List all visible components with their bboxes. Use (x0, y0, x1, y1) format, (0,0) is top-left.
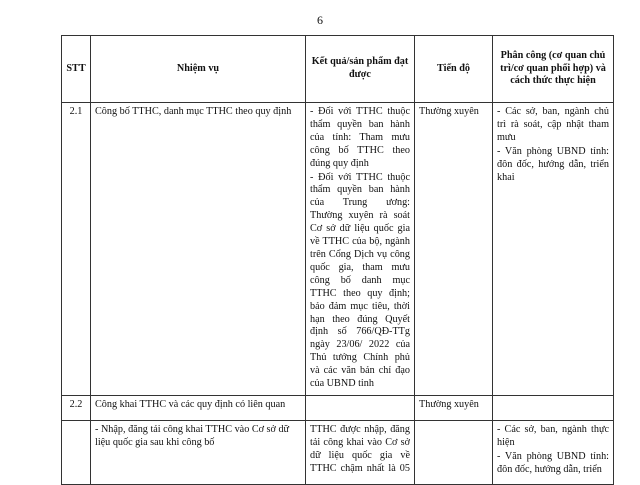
assignment-line: - Các sở, ban, ngành chủ trì rà soát, cậ… (497, 106, 609, 143)
page-number: 6 (317, 13, 323, 27)
cell-progress: Thường xuyên (414, 102, 493, 396)
table-row: 2.2 Công khai TTHC và các quy định có li… (61, 394, 614, 421)
header-progress: Tiến độ (414, 35, 493, 103)
cell-progress (414, 419, 493, 485)
task-table: STT Nhiệm vụ Kết quả/sản phẩm đạt được T… (61, 35, 614, 485)
table-header-row: STT Nhiệm vụ Kết quả/sản phẩm đạt được T… (61, 35, 614, 103)
cell-assignment: - Các sở, ban, ngành thực hiện - Văn phò… (492, 419, 614, 485)
cell-task: Công khai TTHC và các quy định có liên q… (90, 394, 306, 421)
table-row: - Nhập, đăng tải công khai TTHC vào Cơ s… (61, 419, 614, 485)
cell-task: Công bố TTHC, danh mục TTHC theo quy địn… (90, 102, 306, 396)
cell-stt: 2.2 (61, 394, 91, 421)
result-line: - Đối với TTHC thuộc thẩm quyền ban hành… (310, 106, 410, 169)
result-line: - Đối với TTHC thuộc thẩm quyền ban hành… (310, 171, 410, 390)
cell-assignment (492, 394, 614, 421)
cell-stt: 2.1 (61, 102, 91, 396)
header-task: Nhiệm vụ (90, 35, 306, 103)
cell-result: TTHC được nhập, đăng tải công khai vào C… (305, 419, 415, 485)
header-stt: STT (61, 35, 91, 103)
cell-result (305, 394, 415, 421)
cell-result: - Đối với TTHC thuộc thẩm quyền ban hành… (305, 102, 415, 396)
assignment-line: - Các sở, ban, ngành thực hiện (497, 423, 609, 448)
cell-progress: Thường xuyên (414, 394, 493, 421)
cell-task: - Nhập, đăng tải công khai TTHC vào Cơ s… (90, 419, 306, 485)
table-row: 2.1 Công bố TTHC, danh mục TTHC theo quy… (61, 102, 614, 396)
header-assignment: Phân công (cơ quan chủ trì/cơ quan phối … (492, 35, 614, 103)
result-line: TTHC được nhập, đăng tải công khai vào C… (310, 423, 410, 476)
assignment-line: - Văn phòng UBND tỉnh: đôn đốc, hướng dẫ… (497, 450, 609, 475)
cell-stt (61, 419, 91, 485)
header-result: Kết quả/sản phẩm đạt được (305, 35, 415, 103)
cell-assignment: - Các sở, ban, ngành chủ trì rà soát, cậ… (492, 102, 614, 396)
assignment-line: - Văn phòng UBND tỉnh: đôn đốc, hướng dẫ… (497, 145, 609, 183)
